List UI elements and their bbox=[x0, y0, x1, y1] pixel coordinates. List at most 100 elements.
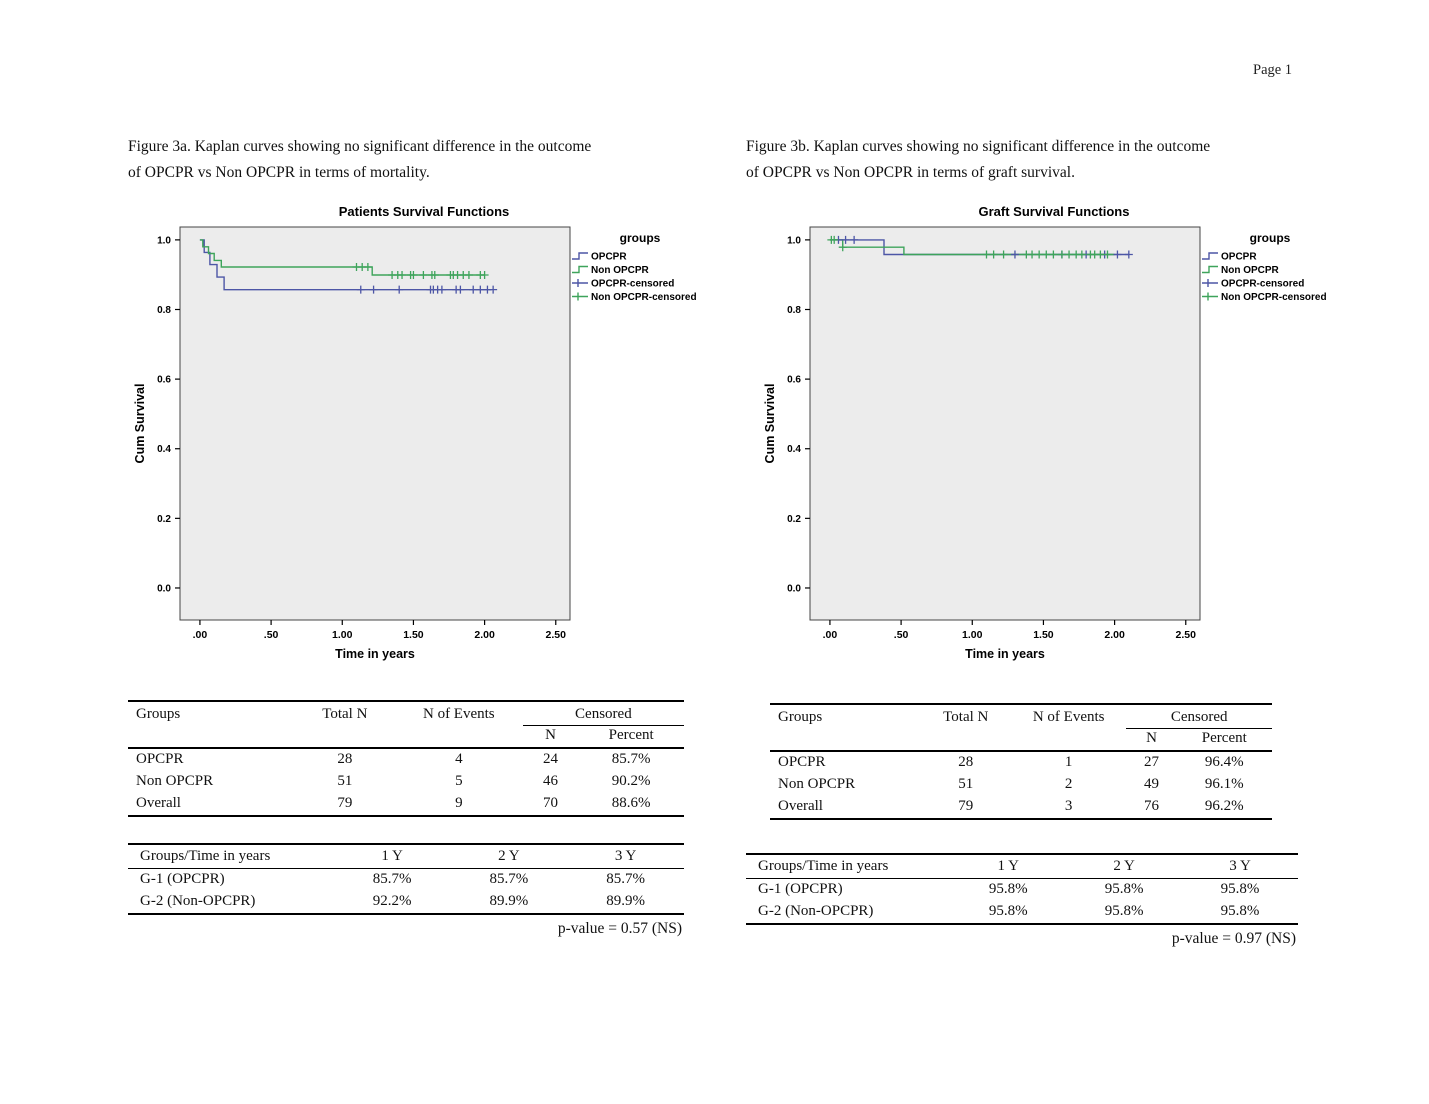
cell-3y: 89.9% bbox=[567, 891, 684, 915]
col-header-1y: 1 Y bbox=[333, 844, 451, 869]
table-row: OPCPR 28 1 27 96.4% bbox=[770, 751, 1272, 774]
cell-total-n: 51 bbox=[337, 773, 353, 789]
censor-mark-opcpr-censored bbox=[1010, 250, 1019, 259]
censor-mark-non-opcpr-censored bbox=[999, 250, 1008, 259]
cell-group: Non OPCPR bbox=[778, 776, 856, 792]
cell-censored-n: 76 bbox=[1126, 796, 1177, 820]
figure-3b-caption: Figure 3b. Kaplan curves showing no sign… bbox=[746, 134, 1346, 186]
cell-total-n: 28 bbox=[958, 754, 974, 770]
col-header-2y: 2 Y bbox=[450, 844, 568, 869]
y-tick-label: 0.0 bbox=[787, 583, 801, 594]
censor-mark-non-opcpr-censored bbox=[409, 271, 418, 280]
censor-mark-non-opcpr-censored bbox=[1096, 250, 1105, 259]
cell-censored-n: 46 bbox=[543, 773, 559, 789]
censor-mark-opcpr-censored bbox=[1113, 250, 1122, 259]
cell-2y: 89.9% bbox=[450, 891, 568, 915]
legend-plus-glyph bbox=[572, 279, 588, 287]
p-value-label: p-value = 0.57 (NS) bbox=[557, 920, 682, 937]
x-tick-label: 1.00 bbox=[962, 629, 983, 641]
y-tick-label: 0.6 bbox=[787, 375, 801, 386]
cell-1y: 95.8% bbox=[950, 901, 1067, 925]
y-tick-label: 0.2 bbox=[157, 514, 171, 525]
cell-censored-n: 24 bbox=[543, 751, 559, 767]
x-tick-label: 2.00 bbox=[474, 629, 495, 641]
legend-step-glyph bbox=[1202, 265, 1218, 274]
page-number: Page 1 bbox=[1253, 62, 1293, 78]
y-tick-label: 0.0 bbox=[157, 583, 171, 594]
patients-summary-table-wrap: Groups Total N N of Events Censored N Pe… bbox=[128, 700, 684, 817]
col-header-censored: Censored bbox=[522, 701, 684, 726]
cell-events: 1 bbox=[1064, 754, 1073, 770]
censor-mark-non-opcpr-censored bbox=[1057, 250, 1066, 259]
figure-3a-caption-line1: Figure 3a. Kaplan curves showing no sign… bbox=[128, 138, 592, 155]
cell-events: 5 bbox=[455, 773, 463, 789]
x-axis-label: Time in years bbox=[965, 647, 1045, 661]
censor-mark-non-opcpr-censored bbox=[838, 243, 847, 252]
cell-censored-percent: 96.4% bbox=[1204, 754, 1244, 770]
chart-title: Graft Survival Functions bbox=[979, 204, 1130, 219]
cell-censored-percent: 85.7% bbox=[611, 751, 651, 767]
y-tick-label: 0.4 bbox=[787, 444, 801, 455]
cell-1y: 95.8% bbox=[988, 881, 1028, 897]
legend-plus-glyph bbox=[1202, 292, 1218, 301]
censor-mark-non-opcpr-censored bbox=[398, 271, 407, 280]
col-header-censored: Censored bbox=[1126, 704, 1272, 729]
col-header-events: N of Events bbox=[1032, 709, 1105, 726]
col-header-3y: 3 Y bbox=[567, 844, 684, 869]
y-tick-label: 0.6 bbox=[157, 375, 171, 386]
graft-survival-chart-svg: Graft Survival Functions 0.0 0.2 0.4 0.6 0.8 1… bbox=[763, 204, 1327, 661]
table-row: Non OPCPR 51 2 49 96.1% bbox=[770, 774, 1272, 796]
cell-censored-percent: 88.6% bbox=[578, 793, 684, 817]
legend-entry-label: OPCPR bbox=[1221, 252, 1257, 263]
y-tick-label: 0.2 bbox=[787, 514, 801, 525]
patients-survival-chart: Patients Survival Functions 0.0 0.2 0.4 0.6 0… bbox=[128, 200, 718, 675]
cell-censored-n: 49 bbox=[1144, 776, 1159, 792]
censor-mark-non-opcpr-censored bbox=[1028, 250, 1037, 259]
cell-censored-percent: 90.2% bbox=[611, 773, 651, 789]
table-row: G-2 (Non-OPCPR) 95.8% 95.8% 95.8% bbox=[746, 901, 1298, 925]
legend-entry-label: OPCPR-censored bbox=[591, 279, 674, 290]
subheader-percent: Percent bbox=[1176, 728, 1272, 752]
cell-events: 3 bbox=[1010, 796, 1127, 820]
cell-2y: 85.7% bbox=[489, 871, 529, 887]
censor-mark-opcpr-censored bbox=[395, 285, 404, 294]
cell-group: OPCPR bbox=[136, 751, 184, 767]
col-header-1y: 1 Y bbox=[950, 854, 1067, 879]
series-non-opcpr bbox=[199, 239, 485, 276]
plot-area bbox=[179, 226, 571, 621]
cell-events: 4 bbox=[455, 751, 463, 767]
x-tick-label: .00 bbox=[193, 629, 208, 641]
table-row: Overall 79 9 70 88.6% bbox=[128, 793, 684, 817]
col-header-events: N of Events bbox=[422, 706, 495, 723]
cell-total-n: 51 bbox=[958, 776, 974, 792]
table-row: G-1 (OPCPR) 85.7% 85.7% 85.7% bbox=[128, 869, 684, 892]
cell-censored-n: 27 bbox=[1144, 754, 1159, 770]
x-tick-label: 2.00 bbox=[1104, 629, 1125, 641]
censor-mark-non-opcpr-censored bbox=[480, 271, 489, 280]
censor-mark-opcpr-censored bbox=[850, 235, 859, 244]
cell-3y: 85.7% bbox=[606, 871, 645, 887]
censor-mark-non-opcpr-censored bbox=[982, 250, 991, 259]
cell-group: G-1 (OPCPR) bbox=[758, 881, 843, 897]
table-row: G-1 (OPCPR) 95.8% 95.8% 95.8% bbox=[746, 879, 1298, 902]
cell-group: Overall bbox=[770, 796, 921, 820]
table-row: OPCPR 28 4 24 85.7% bbox=[128, 748, 684, 771]
col-header-2y: 2 Y bbox=[1066, 854, 1183, 879]
cell-censored-percent: 96.1% bbox=[1204, 776, 1244, 792]
figure-3b-column: Figure 3b. Kaplan curves showing no sign… bbox=[746, 134, 1346, 947]
col-header-groups-time: Groups/Time in years bbox=[128, 844, 334, 869]
censor-mark-opcpr-censored bbox=[1124, 250, 1133, 259]
patients-yearly-table-wrap: Groups/Time in years 1 Y 2 Y 3 Y G-1 (OP… bbox=[128, 843, 684, 938]
patients-summary-table: Groups Total N N of Events Censored N Pe… bbox=[128, 700, 684, 817]
empty-cell bbox=[294, 725, 395, 749]
cell-events: 2 bbox=[1064, 776, 1073, 792]
censor-mark-non-opcpr-censored bbox=[1049, 250, 1058, 259]
col-header-groups-time: Groups/Time in years bbox=[746, 854, 951, 879]
cell-1y: 85.7% bbox=[372, 871, 412, 887]
cell-censored-percent: 96.2% bbox=[1176, 796, 1272, 820]
y-tick-label: 1.0 bbox=[787, 235, 801, 246]
censor-mark-opcpr-censored bbox=[356, 285, 365, 294]
cell-events: 9 bbox=[394, 793, 523, 817]
y-tick-label: 0.8 bbox=[787, 305, 801, 316]
legend-plus-glyph bbox=[572, 292, 588, 301]
